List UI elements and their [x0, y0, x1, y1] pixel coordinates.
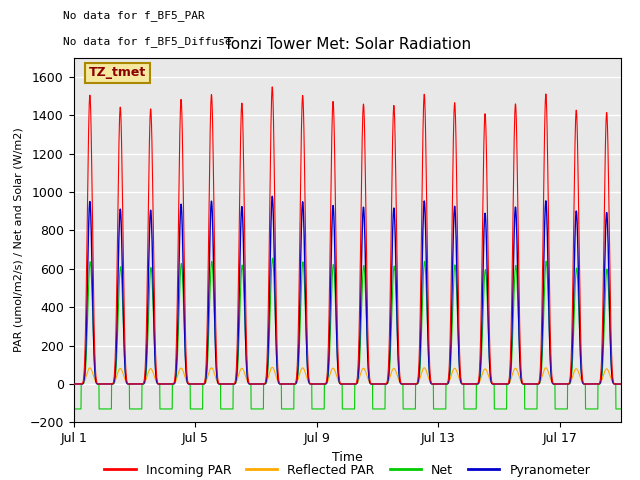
Y-axis label: PAR (umol/m2/s) / Net and Solar (W/m2): PAR (umol/m2/s) / Net and Solar (W/m2) — [14, 128, 24, 352]
Text: No data for f_BF5_Diffuse: No data for f_BF5_Diffuse — [63, 36, 232, 47]
Text: No data for f_BF5_PAR: No data for f_BF5_PAR — [63, 10, 204, 21]
Legend: Incoming PAR, Reflected PAR, Net, Pyranometer: Incoming PAR, Reflected PAR, Net, Pyrano… — [99, 459, 595, 480]
Title: Tonzi Tower Met: Solar Radiation: Tonzi Tower Met: Solar Radiation — [223, 37, 471, 52]
X-axis label: Time: Time — [332, 451, 363, 464]
Text: TZ_tmet: TZ_tmet — [89, 66, 146, 80]
